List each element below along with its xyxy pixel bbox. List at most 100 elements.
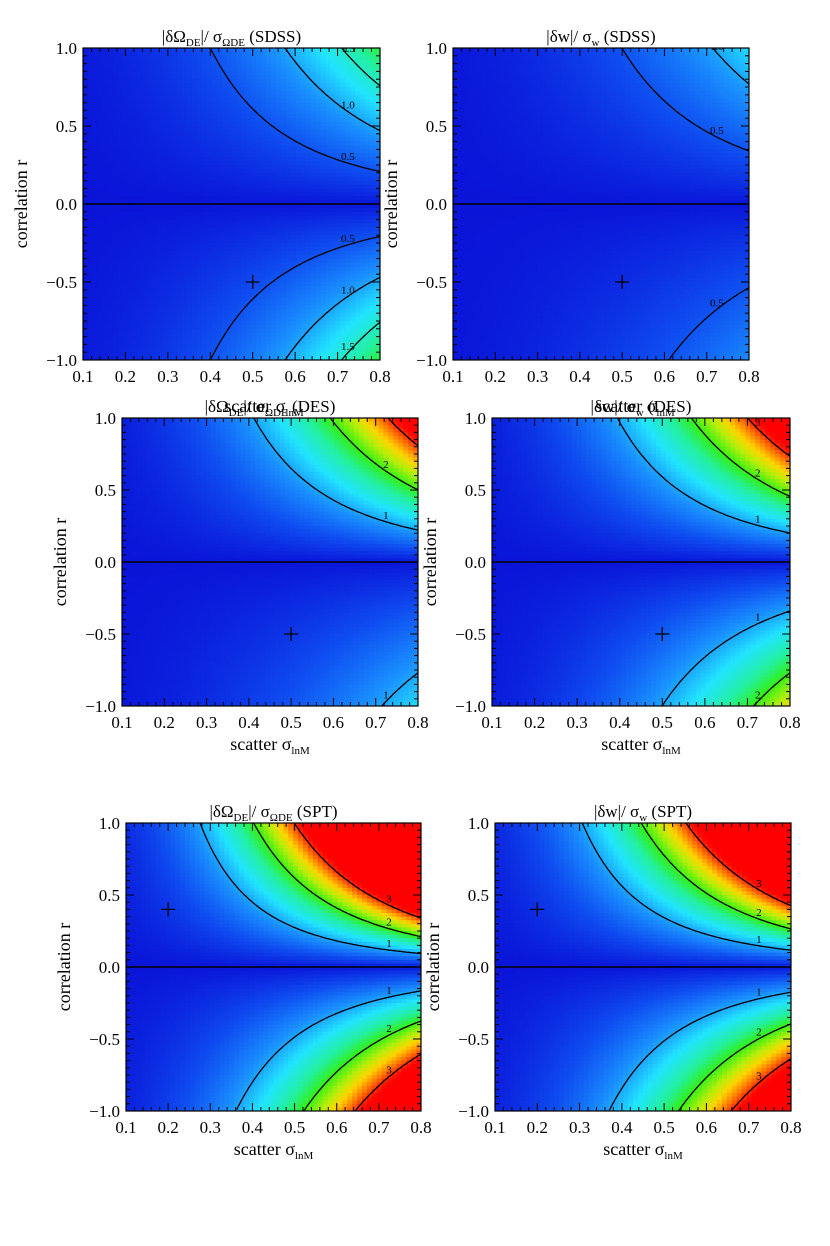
y-tick-label: 0.0 bbox=[56, 195, 77, 214]
y-tick-label: 0.5 bbox=[465, 481, 486, 500]
x-tick-label: 0.2 bbox=[527, 1118, 548, 1137]
contour-2-upper bbox=[640, 823, 791, 930]
contour-label: 2 bbox=[383, 459, 389, 471]
ticks bbox=[82, 47, 381, 361]
contour-label: 1 bbox=[755, 513, 761, 525]
contour-label: 1 bbox=[383, 510, 389, 522]
contour-1-upper bbox=[581, 823, 791, 951]
contour-0.5-lower bbox=[209, 235, 380, 360]
contour-label: 3 bbox=[386, 1065, 392, 1077]
x-tick-label: 0.1 bbox=[481, 713, 502, 732]
overlapping-x-label: scatter σlnM bbox=[224, 396, 304, 419]
x-tick-label: 0.5 bbox=[281, 713, 302, 732]
y-axis-label: correlation r bbox=[11, 160, 31, 248]
contour-lines: 0.5 0.5 1.0 bbox=[621, 48, 749, 360]
panel-sdss-w: 0.5 0.5 1.0 0.1 0.2 0.3 0.4 0.5 0.6 0.7 0.8 −1.0 −0.… bbox=[381, 27, 760, 386]
x-tick-label: 0.4 bbox=[238, 713, 260, 732]
x-tick-label: 0.6 bbox=[323, 713, 344, 732]
contour-2-lower bbox=[752, 672, 790, 706]
x-tick-label: 0.6 bbox=[696, 1118, 717, 1137]
x-tick-label: 0.3 bbox=[196, 713, 217, 732]
contour-label: 1 bbox=[756, 934, 762, 946]
y-tick-label: −0.5 bbox=[85, 625, 116, 644]
fiducial-marker bbox=[284, 627, 299, 641]
panel-des-w: 1 1 2 2 3 0.1 0.2 0.3 0.4 0.5 0.6 0.7 0.8 −1.0 −0.5 0.0… bbox=[420, 396, 801, 757]
x-tick-label: 0.7 bbox=[696, 367, 718, 386]
y-tick-label: −0.5 bbox=[458, 1030, 489, 1049]
contour-2-upper bbox=[253, 823, 421, 938]
x-tick-label: 0.3 bbox=[200, 1118, 221, 1137]
panel-title: |δw|/ σw (SDSS) bbox=[546, 27, 655, 49]
y-axis-label: correlation r bbox=[381, 160, 401, 248]
contour-label: 1.5 bbox=[341, 43, 355, 55]
y-tick-label: 0.0 bbox=[468, 958, 489, 977]
contour-2-lower bbox=[677, 1023, 791, 1111]
contour-1.5-lower bbox=[340, 321, 380, 360]
y-tick-label: 1.0 bbox=[468, 814, 489, 833]
contour-label: 1 bbox=[755, 612, 761, 624]
x-axis-label: scatter σlnM bbox=[234, 1139, 314, 1162]
x-tick-label: 0.7 bbox=[365, 713, 387, 732]
contour-label: 2 bbox=[755, 690, 761, 702]
contour-3-upper bbox=[387, 418, 418, 447]
contour-label: 1.5 bbox=[341, 341, 355, 353]
x-tick-label: 0.2 bbox=[524, 713, 545, 732]
x-tick-label: 0.7 bbox=[737, 713, 759, 732]
y-tick-label: −1.0 bbox=[458, 1102, 489, 1121]
contour-1-lower bbox=[608, 991, 791, 1111]
y-axis-label: correlation r bbox=[54, 923, 74, 1011]
fiducial-marker bbox=[161, 902, 176, 917]
x-tick-label: 0.8 bbox=[369, 367, 390, 386]
contour-1.0-upper bbox=[711, 48, 749, 85]
contour-label: 0.5 bbox=[710, 125, 724, 137]
y-tick-label: 0.0 bbox=[465, 553, 486, 572]
contour-1-lower bbox=[380, 672, 418, 706]
y-tick-label: −1.0 bbox=[85, 697, 116, 716]
contour-label: 3 bbox=[756, 1071, 762, 1083]
x-axis-label: scatter σlnM bbox=[601, 734, 681, 757]
panel-title: |δΩDE|/ σΩDE (SPT) bbox=[209, 802, 337, 824]
y-tick-label: −1.0 bbox=[89, 1102, 120, 1121]
x-tick-label: 0.8 bbox=[779, 713, 800, 732]
contour-label: 1 bbox=[386, 938, 392, 950]
contour-1.0-lower bbox=[284, 276, 380, 360]
contour-3-lower bbox=[354, 1053, 421, 1111]
contour-label: 1 bbox=[386, 985, 392, 997]
contour-label: 3 bbox=[383, 404, 389, 416]
y-axis-label: correlation r bbox=[420, 518, 440, 606]
x-tick-label: 0.8 bbox=[410, 1118, 431, 1137]
contour-label: 0.5 bbox=[710, 297, 724, 309]
x-tick-label: 0.5 bbox=[612, 367, 633, 386]
contour-lines: 0.5 0.5 1.0 1.0 1.5 1.5 bbox=[209, 43, 380, 360]
y-tick-label: 1.0 bbox=[56, 39, 77, 58]
ticks bbox=[494, 822, 792, 1112]
x-tick-label: 0.4 bbox=[242, 1118, 264, 1137]
contour-label: 1 bbox=[756, 987, 762, 999]
contour-lines: 1 1 2 2 3 bbox=[616, 418, 790, 706]
y-tick-label: 0.0 bbox=[99, 958, 120, 977]
heatmap-field bbox=[126, 823, 421, 1111]
x-tick-label: 0.1 bbox=[442, 367, 463, 386]
contour-3-upper bbox=[293, 823, 421, 919]
y-tick-label: 0.5 bbox=[99, 886, 120, 905]
x-tick-label: 0.1 bbox=[111, 713, 132, 732]
heatmap-field bbox=[453, 48, 749, 360]
panel-spt-omega: 1 1 2 2 3 3 0.1 0.2 0.3 0.4 0.5 0.6 0.7 0.8 −1.0 −0.5 0.… bbox=[54, 802, 432, 1162]
y-tick-label: 0.5 bbox=[95, 481, 116, 500]
contour-1-upper bbox=[616, 418, 790, 534]
y-tick-label: 1.0 bbox=[465, 409, 486, 428]
x-tick-label: 0.6 bbox=[285, 367, 306, 386]
y-tick-label: −1.0 bbox=[455, 697, 486, 716]
x-tick-label: 0.6 bbox=[694, 713, 715, 732]
panel-spt-w: 1 1 2 2 3 3 0.1 0.2 0.3 0.4 0.5 0.6 0.7 0.8 −1.0 −0.5 0.… bbox=[423, 802, 802, 1162]
x-tick-label: 0.3 bbox=[527, 367, 548, 386]
x-tick-label: 0.8 bbox=[738, 367, 759, 386]
x-tick-label: 0.5 bbox=[652, 713, 673, 732]
contour-label: 1.0 bbox=[341, 100, 355, 112]
ticks bbox=[121, 417, 419, 707]
x-tick-label: 0.2 bbox=[158, 1118, 179, 1137]
x-tick-label: 0.2 bbox=[115, 367, 136, 386]
y-tick-label: 1.0 bbox=[95, 409, 116, 428]
contour-lines: 1 1 2 2 3 3 bbox=[581, 823, 791, 1111]
